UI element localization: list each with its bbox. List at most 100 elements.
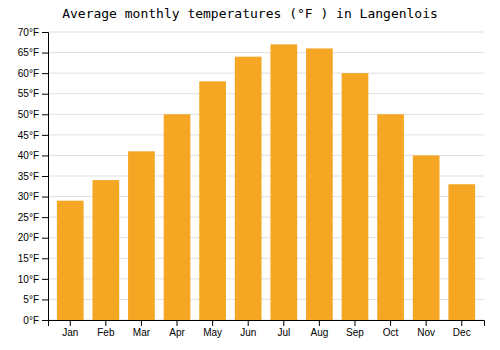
y-tick-label: 0°F xyxy=(23,315,39,326)
x-tick: Dec xyxy=(453,320,471,338)
x-tick-label: Dec xyxy=(453,327,471,338)
y-tick-mark xyxy=(42,155,48,156)
chart-title: Average monthly temperatures (°F ) in La… xyxy=(62,6,438,21)
y-tick-label: 70°F xyxy=(18,27,39,38)
x-tick-label: Aug xyxy=(310,327,328,338)
x-tick-mark xyxy=(354,320,355,326)
y-tick: 30°F xyxy=(18,191,48,202)
x-tick-mark xyxy=(105,320,106,326)
y-tick-label: 15°F xyxy=(18,253,39,264)
x-tick: Oct xyxy=(383,320,399,338)
plot: 0°F 5°F 10°F 15°F 20°F 25°F 30°F 35°F 40°F 45°F 50… xyxy=(18,27,485,338)
y-tick-label: 25°F xyxy=(18,212,39,223)
x-tick-mark xyxy=(283,320,284,326)
grid-line xyxy=(48,52,484,53)
axis-line xyxy=(49,321,485,327)
bar xyxy=(306,48,333,320)
y-tick-mark xyxy=(42,73,48,74)
x-tick: Feb xyxy=(97,320,115,338)
x-tick-mark xyxy=(141,320,142,326)
y-tick-mark xyxy=(42,217,48,218)
x-tick: Jun xyxy=(240,320,256,338)
x-tick-label: Mar xyxy=(133,327,151,338)
grid-line xyxy=(48,93,484,94)
bar xyxy=(377,114,404,320)
y-tick: 55°F xyxy=(18,88,48,99)
x-tick-mark xyxy=(390,320,391,326)
x-tick-mark xyxy=(461,320,462,326)
y-tick-mark xyxy=(42,114,48,115)
y-tick: 60°F xyxy=(18,68,48,79)
x-tick-label: Jun xyxy=(240,327,256,338)
x-axis: Jan Feb Mar Apr May Jun Jul Aug Sep Oct Nov Dec xyxy=(49,320,485,338)
bar xyxy=(57,201,84,320)
y-tick-mark xyxy=(42,258,48,259)
y-tick: 45°F xyxy=(18,130,48,141)
x-tick-mark xyxy=(319,320,320,326)
y-tick-mark xyxy=(42,197,48,198)
x-tick-label: Sep xyxy=(346,327,364,338)
x-tick-label: Nov xyxy=(417,327,435,338)
bars xyxy=(57,44,475,320)
x-tick: Jul xyxy=(277,320,290,338)
y-tick-label: 55°F xyxy=(18,88,39,99)
y-tick: 20°F xyxy=(18,232,48,243)
y-tick: 10°F xyxy=(18,274,48,285)
x-tick-label: Apr xyxy=(169,327,185,338)
y-tick-label: 10°F xyxy=(18,274,39,285)
y-tick-mark xyxy=(42,238,48,239)
y-tick-mark xyxy=(42,299,48,300)
x-tick: Apr xyxy=(169,320,185,338)
x-tick-label: Oct xyxy=(383,327,399,338)
x-tick: Sep xyxy=(346,320,364,338)
bar xyxy=(128,151,155,320)
y-tick-mark xyxy=(42,32,48,33)
y-tick-label: 50°F xyxy=(18,109,39,120)
x-tick-mark xyxy=(70,320,71,326)
y-tick-label: 30°F xyxy=(18,191,39,202)
x-tick-label: Jul xyxy=(277,327,290,338)
bar xyxy=(164,114,191,320)
y-tick-label: 65°F xyxy=(18,47,39,58)
x-tick-mark xyxy=(426,320,427,326)
y-tick: 35°F xyxy=(18,171,48,182)
x-tick-label: Feb xyxy=(97,327,115,338)
y-tick-label: 5°F xyxy=(23,294,39,305)
x-tick-mark xyxy=(248,320,249,326)
y-tick-mark xyxy=(42,94,48,95)
grid-line xyxy=(48,32,484,33)
bar xyxy=(235,57,262,320)
x-tick: Nov xyxy=(417,320,435,338)
grid-line xyxy=(48,73,484,74)
x-tick: Jan xyxy=(62,320,78,338)
y-tick-mark xyxy=(42,320,48,321)
chart-svg: Average monthly temperatures (°F ) in La… xyxy=(0,0,500,350)
bar xyxy=(413,155,440,320)
y-tick: 40°F xyxy=(18,150,48,161)
grid xyxy=(48,32,484,320)
bar xyxy=(270,44,297,320)
y-tick-label: 20°F xyxy=(18,232,39,243)
y-tick-mark xyxy=(42,279,48,280)
x-tick: May xyxy=(203,320,222,338)
x-tick: Aug xyxy=(310,320,328,338)
grid-line xyxy=(48,134,484,135)
y-tick: 5°F xyxy=(23,294,48,305)
bar xyxy=(448,184,475,320)
x-tick-label: Jan xyxy=(62,327,78,338)
grid-line xyxy=(48,114,484,115)
y-tick: 50°F xyxy=(18,109,48,120)
chart-container: Average monthly temperatures (°F ) in La… xyxy=(0,0,500,350)
y-tick: 65°F xyxy=(18,47,48,58)
y-tick: 15°F xyxy=(18,253,48,264)
y-tick: 0°F xyxy=(23,315,48,326)
x-tick: Mar xyxy=(133,320,151,338)
y-tick-label: 35°F xyxy=(18,171,39,182)
y-tick-label: 40°F xyxy=(18,150,39,161)
bar xyxy=(199,81,226,320)
y-tick-mark xyxy=(42,135,48,136)
y-tick-label: 45°F xyxy=(18,130,39,141)
y-axis: 0°F 5°F 10°F 15°F 20°F 25°F 30°F 35°F 40°F 45°F 50… xyxy=(18,27,49,326)
x-tick-label: May xyxy=(203,327,222,338)
bar xyxy=(92,180,119,320)
